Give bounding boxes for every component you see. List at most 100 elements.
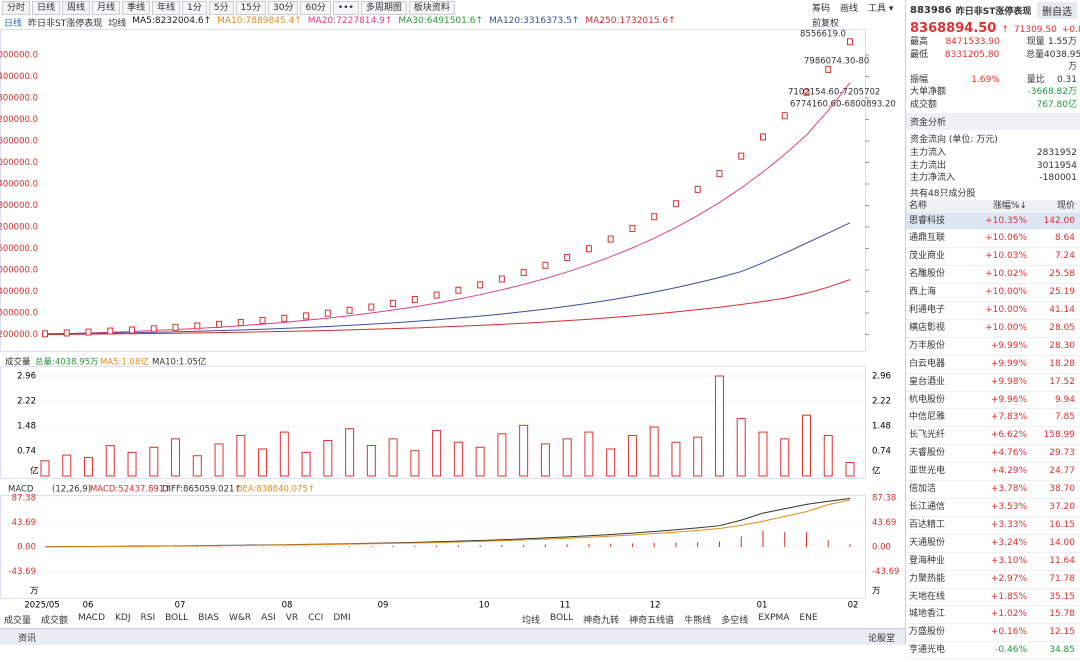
unit-label: 亿: [872, 466, 881, 477]
news-tab[interactable]: 资讯: [18, 634, 37, 644]
stock-row[interactable]: 亨通光电 -0.46% 34.85: [906, 642, 1080, 660]
stock-name: 登海种业: [909, 555, 946, 566]
indicator-tab[interactable]: W&R: [228, 613, 252, 623]
toolbar-button[interactable]: 季线: [122, 1, 151, 15]
toolbar-button[interactable]: 15分: [235, 1, 267, 15]
stock-name: 白云电器: [909, 358, 946, 369]
indicator-tab[interactable]: MACD: [78, 613, 106, 623]
stock-row[interactable]: 长飞光纤 +6.62% 158.99: [906, 427, 1080, 446]
candle: [607, 235, 614, 243]
toolbar-button[interactable]: 画线: [840, 4, 859, 14]
col-header[interactable]: 现价: [1056, 200, 1075, 211]
overlay-tab[interactable]: 神奇五线谱: [629, 616, 675, 626]
stock-change: +1.85%: [990, 591, 1027, 602]
stat: 最低: [910, 49, 929, 60]
stock-row[interactable]: 万盛股份 +0.16% 12.15: [906, 624, 1080, 643]
stock-row[interactable]: 登海种业 +3.10% 11.64: [906, 553, 1080, 571]
stock-row[interactable]: 白云电器 +9.99% 18.28: [906, 356, 1080, 374]
toolbar-button[interactable]: •••: [332, 1, 359, 15]
toolbar-button[interactable]: 5分: [208, 1, 234, 15]
toolbar-button[interactable]: 年线: [152, 1, 181, 15]
indicator-tab[interactable]: CCI: [308, 613, 324, 623]
indicator-bar: 日线 昨日非ST涨停表现 均线 MA5:8232004.6↑ MA10:7889845.…: [4, 16, 864, 29]
overlay-tabs: 均线 BOLL 神奇九转 神奇五线谱 牛熊线 多空线 EXPMA ENE: [522, 613, 818, 626]
stock-row[interactable]: 横店影视 +10.00% 28.05: [906, 320, 1080, 338]
stock-name: 天通股份: [909, 537, 946, 548]
stock-row[interactable]: 长江通信 +3.53% 37.20: [906, 499, 1080, 517]
stock-row[interactable]: 天睿股份 +4.76% 29.73: [906, 445, 1080, 464]
stock-name: 杭电股份: [909, 394, 946, 405]
stock-change: +9.99%: [990, 340, 1027, 351]
indicator-tab[interactable]: DMI: [333, 613, 351, 623]
toolbar-button[interactable]: 日线: [32, 1, 61, 15]
overlay-tab[interactable]: 牛熊线: [684, 616, 712, 626]
stock-change: +4.76%: [990, 448, 1027, 459]
stock-price: 9.94: [1054, 394, 1075, 405]
indicator-tab[interactable]: RSI: [140, 613, 156, 623]
stock-price: 15.78: [1049, 609, 1075, 620]
stock-row[interactable]: 思睿科技 +10.35% 142.00: [906, 212, 1080, 231]
indicator-tab[interactable]: KDJ: [115, 613, 131, 623]
overlay-tab[interactable]: EXPMA: [758, 613, 790, 623]
col-header[interactable]: 涨幅%↓: [992, 200, 1027, 211]
overlay-tab[interactable]: 均线: [522, 616, 541, 626]
stock-row[interactable]: 茂业商业 +10.03% 7.24: [906, 248, 1080, 267]
col-header[interactable]: 名称: [909, 200, 928, 211]
indicator-tabs: 成交量 成交额 MACD KDJ RSI BOLL BIAS W&R ASI VR CCI DMI: [4, 613, 351, 626]
stock-row[interactable]: 西上海 +10.00% 25.19: [906, 284, 1080, 303]
indicator-tab[interactable]: VR: [285, 613, 299, 623]
stat-row: 最低 8331205.80 总量 4038.95万: [906, 49, 1080, 74]
indicator-label: MA250:1732015.6↑: [585, 16, 676, 26]
toolbar-button[interactable]: 工具 ▾: [868, 4, 894, 14]
toolbar-button[interactable]: 周线: [62, 1, 91, 15]
toolbar-button[interactable]: 分时: [2, 1, 31, 15]
overlay-tab[interactable]: ENE: [799, 613, 818, 623]
stock-row[interactable]: 天通股份 +3.24% 14.00: [906, 535, 1080, 553]
overlay-tab[interactable]: 神奇九转: [583, 616, 620, 626]
candle: [759, 133, 766, 141]
macd-header: DEA:838840.075↑: [236, 485, 315, 495]
stock-row[interactable]: 天地在线 +1.85% 35.15: [906, 589, 1080, 607]
forum-tab[interactable]: 论股堂: [868, 634, 896, 644]
toolbar-button[interactable]: 60分: [300, 1, 331, 15]
stock-row[interactable]: 皇台酒业 +9.98% 17.52: [906, 374, 1080, 392]
ma-line: [44, 82, 851, 335]
toolbar-button[interactable]: 多周期图: [360, 1, 407, 15]
indicator-tab[interactable]: 成交额: [41, 616, 69, 626]
stock-row[interactable]: 城地香江 +1.02% 15.78: [906, 606, 1080, 625]
indicator-tab[interactable]: BIAS: [198, 613, 219, 623]
toolbar-button[interactable]: 月线: [92, 1, 121, 15]
indicator-tab[interactable]: BOLL: [165, 613, 189, 623]
stock-row[interactable]: 百达精工 +3.33% 16.15: [906, 517, 1080, 535]
stock-row[interactable]: 通鼎互联 +10.06% 8.64: [906, 230, 1080, 249]
price-annotation: 6774160.60-6800893.20: [790, 100, 896, 110]
stock-row[interactable]: 万丰股份 +9.99% 28.30: [906, 338, 1080, 356]
x-tick-label: 01: [757, 601, 768, 611]
stock-row[interactable]: 倍加洁 +3.78% 38.70: [906, 481, 1080, 499]
toolbar-button[interactable]: 板块资料: [408, 1, 455, 15]
stock-row[interactable]: 名雕股份 +10.02% 25.58: [906, 266, 1080, 285]
overlay-tab[interactable]: BOLL: [550, 613, 574, 623]
indicator-label: 日线: [4, 19, 23, 29]
toolbar-button[interactable]: 30分: [268, 1, 299, 15]
stock-price: 12.15: [1049, 627, 1075, 638]
volume-header: MA5:1.08亿: [100, 357, 149, 368]
toolbar-button[interactable]: 筹码: [812, 4, 831, 14]
indicator-tab[interactable]: ASI: [261, 613, 276, 623]
candle: [85, 328, 92, 336]
stock-change: +6.62%: [990, 430, 1027, 441]
remove-button[interactable]: 删自选: [1037, 2, 1077, 19]
stock-row[interactable]: 亚世光电 +4.29% 24.77: [906, 463, 1080, 482]
indicator-tab[interactable]: 成交量: [4, 616, 32, 626]
stock-row[interactable]: 中信尼雅 +7.83% 7.85: [906, 409, 1080, 428]
overlay-tab[interactable]: 多空线: [721, 616, 749, 626]
y-tick-label: 2000000.0: [0, 266, 38, 276]
stock-row[interactable]: 利通电子 +10.00% 41.14: [906, 302, 1080, 320]
stock-row[interactable]: 力聚热能 +2.97% 71.78: [906, 571, 1080, 589]
stock-row[interactable]: 杭电股份 +9.96% 9.94: [906, 392, 1080, 410]
stock-price: 71.78: [1049, 573, 1075, 584]
candle: [672, 200, 679, 208]
candle: [803, 88, 810, 96]
toolbar-button[interactable]: 1分: [182, 1, 207, 15]
macd-header: MACD:52437.891↑: [90, 485, 171, 495]
